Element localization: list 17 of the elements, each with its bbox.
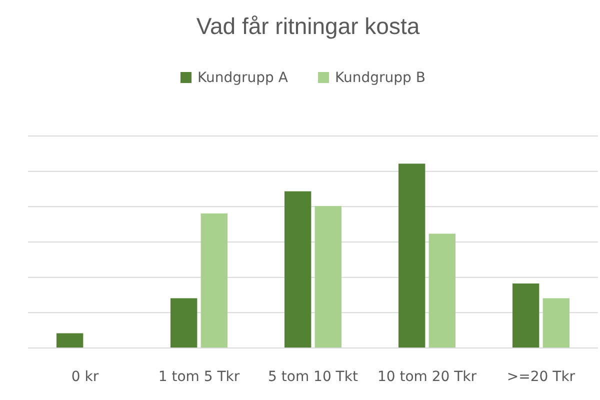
bar: [284, 191, 312, 348]
bar: [314, 206, 342, 348]
bar: [428, 234, 456, 348]
x-tick-label: 1 tom 5 Tkr: [158, 369, 240, 385]
bar: [512, 283, 540, 348]
legend-label: Kundgrupp A: [198, 70, 288, 86]
bar: [200, 213, 228, 348]
x-tick-label: 0 kr: [71, 369, 99, 385]
legend-label: Kundgrupp B: [335, 70, 426, 86]
x-tick-label: >=20 Tkr: [506, 369, 576, 385]
bar: [56, 333, 84, 348]
bar: [542, 298, 570, 348]
bar: [398, 164, 426, 348]
chart-title: Vad får ritningar kosta: [196, 13, 420, 39]
x-tick-label: 10 tom 20 Tkr: [377, 369, 477, 385]
bar: [170, 298, 198, 348]
x-tick-label: 5 tom 10 Tkt: [268, 369, 358, 385]
